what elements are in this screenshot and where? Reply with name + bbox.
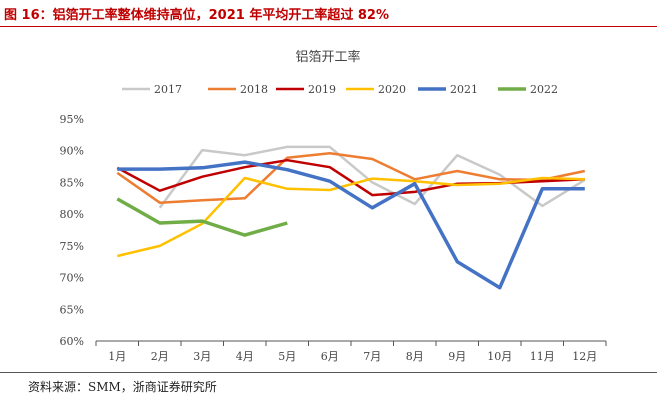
legend-label-2018: 2018 [240,83,268,96]
x-tick-label: 8月 [406,350,424,363]
legend-label-2017: 2017 [154,83,182,96]
y-tick-label: 90% [60,145,84,158]
series-line-2018 [116,152,586,204]
y-tick-label: 80% [60,208,84,221]
x-tick-label: 9月 [448,350,466,363]
legend-label-2021: 2021 [450,83,478,96]
series-line-2020 [117,176,585,258]
x-tick-label: 4月 [236,350,254,363]
legend-label-2019: 2019 [308,83,336,96]
source-note: 资料来源：SMM，浙商证券研究所 [28,380,217,394]
figure-title: 图 16：铝箔开工率整体维持高位，2021 年平均开工率超过 82% [4,8,389,23]
y-tick-label: 95% [60,113,84,126]
series-line-2022 [116,197,288,237]
x-tick-label: 2月 [151,350,169,363]
x-tick-label: 6月 [321,350,339,363]
y-tick-label: 85% [60,176,84,189]
y-tick-label: 60% [60,335,84,348]
title-divider [0,26,657,27]
x-tick-label: 10月 [487,350,512,363]
legend-label-2022: 2022 [530,83,558,96]
y-tick-label: 65% [60,303,84,316]
x-tick-label: 5月 [278,350,296,363]
source-divider [0,372,657,373]
y-tick-label: 75% [60,240,84,253]
series-line-2021 [117,160,585,290]
x-tick-label: 11月 [530,350,555,363]
legend-label-2020: 2020 [378,83,406,96]
chart-title: 铝箔开工率 [295,49,360,65]
x-tick-label: 7月 [363,350,381,363]
x-tick-label: 1月 [108,350,126,363]
x-tick-label: 3月 [193,350,211,363]
line-chart: 铝箔开工率 2017 2018 2019 2020 2021 2022 60% 65% 70% 75… [60,49,607,363]
y-tick-label: 70% [60,272,84,285]
x-tick-label: 12月 [572,350,597,363]
series-line-2017 [158,145,586,209]
